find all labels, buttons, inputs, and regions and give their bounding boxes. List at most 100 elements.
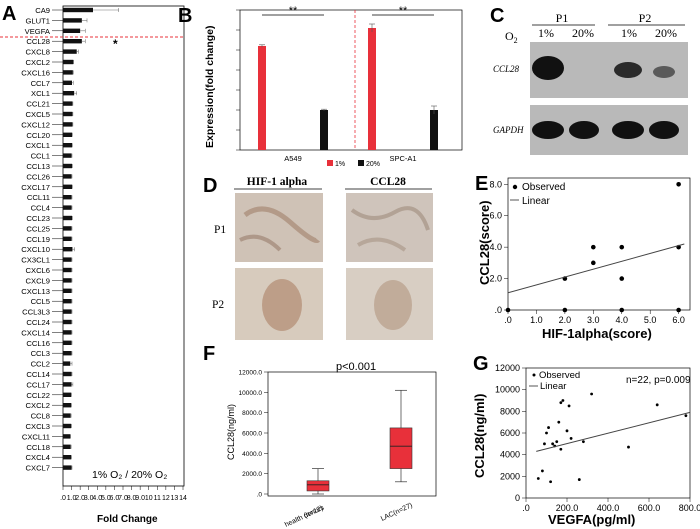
panel-a-xtick-label-11: 11: [154, 495, 161, 502]
panel-e-point-5: [619, 244, 625, 250]
panel-g-point-16: [577, 478, 581, 481]
panel-a-bar-7: [63, 80, 72, 85]
panel-g-xtick-label-0: .0: [522, 503, 530, 513]
panel-a-label-34: CCL2: [31, 360, 50, 369]
panel-g-point-5: [549, 480, 552, 484]
panel-a-bar-30: [63, 319, 72, 325]
panel-a-bar-16: [63, 174, 72, 179]
panel-a-label-19: CCL4: [31, 204, 50, 213]
panel-a-label-17: CXCL17: [21, 183, 50, 192]
panel-a-bar-14: [63, 153, 72, 158]
panel-g-xtick-label-2: 400.0: [597, 503, 620, 513]
panel-b-frame: [239, 9, 463, 151]
panel-a-label-16: CCL26: [26, 172, 50, 181]
panel-e-xtick-label-4: 4.0: [615, 315, 628, 325]
panel-a-label-37: CCL22: [26, 391, 50, 400]
panel-a-bar-36: [63, 382, 72, 387]
panel-g-point-9: [557, 420, 561, 424]
panel-a-label-26: CXCL9: [26, 276, 50, 285]
panel-letter-g: G: [473, 353, 489, 375]
panel-a-xtick-label-2: 2.0: [75, 495, 85, 502]
panel-a-xtick-label-1: 1.0: [67, 495, 77, 502]
panel-b-bar-0-0: [258, 46, 266, 150]
panel-a-xtick-label-12: 12: [162, 495, 170, 502]
panel-a-xtick-label-14: 14: [179, 495, 187, 502]
panel-a-xtick-label-4: 4.0: [92, 495, 102, 502]
panel-letter-b: B: [178, 5, 192, 27]
panel-a-bar-9: [63, 101, 73, 106]
ihc-row-p1: P1: [214, 224, 226, 236]
panel-a-label-14: CCL1: [31, 152, 50, 161]
panel-g-ytick-label-2: 4000: [500, 450, 520, 460]
panel-a-bar-1: [63, 18, 82, 23]
panel-a-bar-34: [63, 361, 71, 366]
panel-e-legend-linear: Linear: [522, 196, 550, 207]
panel-a-label-11: CXCL12: [21, 120, 50, 129]
panel-a-bar-3: [63, 39, 82, 44]
panel-g-xtick-label-3: 600.0: [638, 503, 661, 513]
panel-f-cat-1-line2: (n=12): [303, 505, 324, 520]
panel-a-bar-23: [63, 247, 73, 252]
panel-b-bar-0-1: [320, 110, 328, 150]
panel-e-legend-marker: [512, 184, 518, 190]
panel-a-bar-44: [63, 465, 72, 470]
panel-a-label-29: CCL3L3: [22, 308, 50, 317]
panel-f-box-0: [306, 480, 330, 492]
blot-gapdh-band-1: [532, 121, 564, 139]
panel-g-ytick-label-0: 0: [515, 493, 520, 503]
ihc-row-p2: P2: [212, 299, 224, 311]
panel-g-point-3: [545, 431, 548, 435]
panel-a-label-38: CXCL2: [26, 401, 50, 410]
panel-e-xtick-label-1: 1.0: [530, 315, 543, 325]
panel-e-xtick-label-6: 6.0: [672, 315, 685, 325]
panel-a-label-2: VEGFA: [25, 27, 51, 36]
panel-a-bar-31: [63, 330, 72, 335]
panel-g-point-2: [543, 442, 546, 446]
panel-g-point-12: [561, 399, 565, 402]
panel-a-bar-40: [63, 423, 72, 429]
blot-lane-2: 20%: [572, 26, 594, 40]
panel-e-point-8: [676, 181, 681, 187]
panel-e-frame: [507, 177, 691, 311]
panel-a-xtick-label-13: 13: [171, 495, 179, 502]
panel-a-label-43: CXCL4: [26, 453, 50, 462]
blot-group-p1: P1: [556, 11, 569, 25]
panel-f-ytick-label-6: 12000.0: [239, 370, 263, 377]
panel-a-label-0: CA9: [35, 6, 50, 15]
panel-c-blot: P1 P2 O2 1% 20% 1% 20% CCL28 GAPDH: [493, 11, 688, 155]
panel-a-xtick-label-10: 10: [145, 495, 153, 502]
panel-a-bar-13: [63, 143, 72, 148]
panel-b-bar-1-1: [430, 110, 438, 150]
panel-a-bar-33: [63, 351, 72, 356]
panel-a-bar-39: [63, 413, 71, 418]
panel-a-bar-35: [63, 371, 72, 377]
panel-a-bar-12: [63, 132, 72, 137]
panel-e-point-6: [619, 276, 625, 281]
blot-lane-4: 20%: [655, 26, 677, 40]
blot-group-p2: P2: [639, 11, 652, 25]
panel-g-fit-line: [536, 411, 691, 452]
panel-a-label-18: CCL11: [27, 193, 50, 202]
panel-f-annotation: p<0.001: [336, 361, 376, 373]
panel-e-fit-line: [507, 243, 685, 294]
panel-e-ytick-label-1: 2.0: [489, 274, 502, 284]
legend-label-1pct: 1%: [335, 161, 345, 168]
panel-g-point-8: [555, 440, 559, 444]
blot-gene-ccl28: CCL28: [493, 64, 520, 74]
panel-a-label-39: CCL8: [31, 412, 50, 421]
panel-a-bar-41: [63, 434, 71, 439]
panel-g-point-20: [655, 403, 659, 407]
panel-a-label-32: CCL16: [26, 339, 50, 348]
panel-d-ihc: HIF-1 alpha CCL28 P1 P2: [212, 176, 433, 340]
panel-a-label-40: CXCL3: [26, 422, 50, 431]
panel-a-label-27: CXCL13: [21, 287, 50, 296]
panel-f-chart: p<0.001 CCL28(ng/ml) health donors (n=12…: [226, 361, 437, 529]
panel-b-sig-0: **: [289, 5, 298, 17]
panel-a-label-35: CCL14: [26, 370, 50, 379]
panel-a-label-9: CCL21: [26, 100, 50, 109]
ihc-image-p1-hif: [235, 193, 323, 262]
panel-a-bar-2: [63, 28, 81, 33]
panel-a-bar-29: [63, 309, 72, 314]
panel-a-bar-22: [63, 236, 72, 241]
